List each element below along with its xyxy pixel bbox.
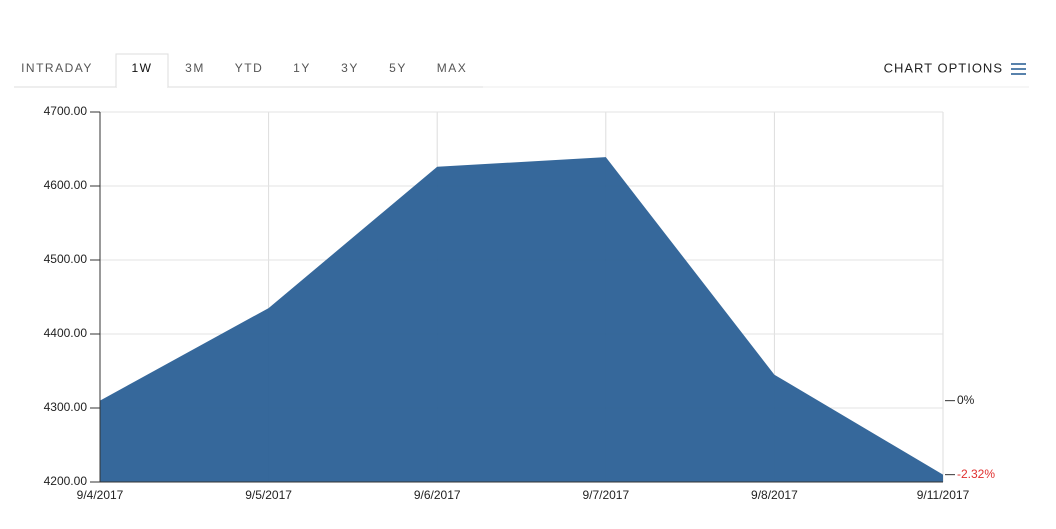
tab[interactable]: MAX xyxy=(437,61,468,75)
tab[interactable]: INTRADAY xyxy=(21,61,93,75)
y-tick-label: 4300.00 xyxy=(44,400,88,414)
y-tick-label: 4200.00 xyxy=(44,474,88,488)
tab[interactable]: 5Y xyxy=(389,61,407,75)
menu-icon[interactable] xyxy=(1011,63,1026,75)
x-tick-label: 9/8/2017 xyxy=(751,488,798,502)
y-tick-label: 4400.00 xyxy=(44,326,88,340)
active-tab-box xyxy=(115,53,169,87)
x-tick-label: 9/6/2017 xyxy=(414,488,461,502)
tab[interactable]: YTD xyxy=(235,61,264,75)
tab[interactable]: 1W xyxy=(132,61,153,75)
x-tick-label: 9/4/2017 xyxy=(77,488,124,502)
chart-options[interactable]: CHART OPTIONS xyxy=(884,60,1003,75)
tab[interactable]: 3Y xyxy=(341,61,359,75)
x-tick-label: 9/11/2017 xyxy=(917,488,970,502)
x-tick-label: 9/7/2017 xyxy=(582,488,629,502)
y2-tick-label: 0% xyxy=(957,393,975,407)
y-tick-label: 4700.00 xyxy=(44,104,88,118)
x-tick-label: 9/5/2017 xyxy=(245,488,292,502)
y2-tick-label: -2.32% xyxy=(957,467,995,481)
y-tick-label: 4600.00 xyxy=(44,178,88,192)
tab[interactable]: 1Y xyxy=(293,61,311,75)
tab[interactable]: 3M xyxy=(185,61,205,75)
area xyxy=(100,157,943,482)
y-tick-label: 4500.00 xyxy=(44,252,88,266)
